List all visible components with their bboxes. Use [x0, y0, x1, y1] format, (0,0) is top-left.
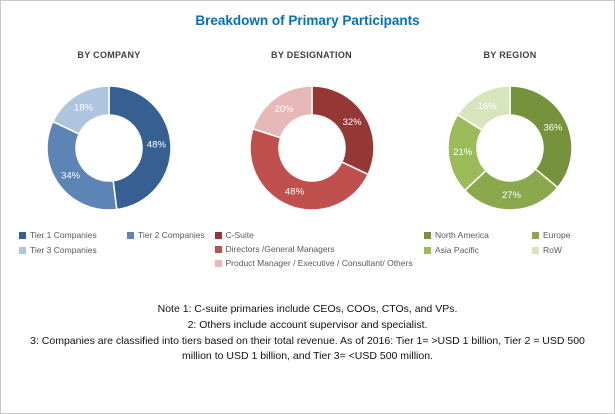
legend-label: Europe [543, 230, 571, 240]
legend-label: Asia Pacific [435, 245, 479, 255]
legend-label: North America [435, 230, 489, 240]
donut-slice [251, 85, 313, 139]
legend-item: Tier 3 Companies [19, 245, 127, 255]
legend-label: RoW [543, 245, 562, 255]
chart-title: Breakdown of Primary Participants [195, 13, 420, 28]
legend-swatch [214, 259, 222, 267]
notes-block: Note 1: C-suite primaries include CEOs, … [1, 302, 614, 365]
donut-slice [108, 85, 172, 211]
slice-percent-label: 16% [478, 101, 498, 112]
legend-item: Directors /General Managers [214, 244, 415, 254]
donut-slice [456, 85, 511, 132]
chart-subtitle-by-region: BY REGION [483, 50, 537, 60]
donut-chart-by-company: 48% 34% 18% [39, 78, 179, 218]
slice-percent-label: 48% [285, 187, 305, 198]
legend-item: Asia Pacific [424, 245, 532, 255]
note-line-2: 2: Others include account supervisor and… [187, 318, 428, 331]
slice-percent-label: 20% [274, 104, 294, 115]
legend-item: North America [424, 230, 532, 240]
legend-swatch [532, 231, 539, 239]
chart-panel-by-company: BY COMPANY 48% 34% 18% Tier 1 Companies Tie… [11, 44, 207, 268]
donut-slice [51, 85, 110, 135]
legend-label: Directors /General Managers [225, 244, 335, 254]
slice-percent-label: 27% [502, 190, 522, 201]
donut-slice [248, 127, 369, 211]
note-line-1: Note 1: C-suite primaries include CEOs, … [157, 303, 458, 315]
chart-panel-by-region: BY REGION 36% 27% 21% 16% North America Euro… [416, 44, 604, 268]
legend-item: RoW [532, 245, 614, 255]
legend-label: Product Manager / Executive / Consultant… [225, 258, 413, 268]
legend-item: Europe [532, 230, 614, 240]
donut-svg: 32% 48% 20% [248, 85, 375, 211]
legend-swatch [214, 231, 222, 239]
legend-item: C-Suite [214, 230, 415, 240]
donut-slice [310, 85, 375, 176]
legend-label: C-Suite [225, 230, 254, 240]
legend-by-company: Tier 1 Companies Tier 2 Companies Tier 3 C… [11, 230, 207, 255]
donut-svg: 48% 34% 18% [46, 85, 172, 211]
legend-swatch [424, 231, 431, 239]
slice-percent-label: 21% [453, 147, 473, 158]
slice-percent-label: 32% [342, 117, 362, 128]
legend-swatch [532, 246, 539, 254]
slice-percent-label: 36% [543, 122, 563, 133]
charts-row: BY COMPANY 48% 34% 18% Tier 1 Companies Tie… [1, 44, 614, 268]
note-line-3: 3: Companies are classified into tiers b… [30, 334, 585, 363]
donut-slice [509, 85, 573, 189]
legend-swatch [19, 231, 26, 239]
chart-subtitle-by-designation: BY DESIGNATION [271, 50, 352, 60]
legend-swatch [19, 246, 26, 254]
legend-swatch [214, 245, 222, 253]
legend-item: Tier 1 Companies [19, 230, 127, 240]
legend-swatch [127, 231, 134, 239]
donut-slice [46, 120, 118, 211]
donut-chart-by-designation: 32% 48% 20% [242, 78, 382, 218]
legend-item: Tier 2 Companies [127, 230, 217, 240]
legend-by-region: North America Europe Asia Pacific RoW [416, 230, 604, 255]
donut-chart-by-region: 36% 27% 21% 16% [440, 78, 580, 218]
slice-percent-label: 48% [147, 140, 167, 151]
legend-by-designation: C-Suite Directors /General Managers Produc… [209, 230, 415, 268]
legend-label: Tier 2 Companies [138, 230, 205, 240]
donut-slice [463, 167, 559, 211]
donut-svg: 36% 27% 21% 16% [447, 85, 573, 211]
legend-label: Tier 1 Companies [30, 230, 97, 240]
chart-subtitle-by-company: BY COMPANY [77, 50, 141, 60]
legend-label: Tier 3 Companies [30, 245, 97, 255]
chart-panel-by-designation: BY DESIGNATION 32% 48% 20% C-Suite Director… [209, 44, 415, 268]
slice-percent-label: 34% [61, 170, 81, 181]
legend-swatch [424, 246, 431, 254]
legend-item: Product Manager / Executive / Consultant… [214, 258, 415, 268]
slice-percent-label: 18% [74, 102, 94, 113]
